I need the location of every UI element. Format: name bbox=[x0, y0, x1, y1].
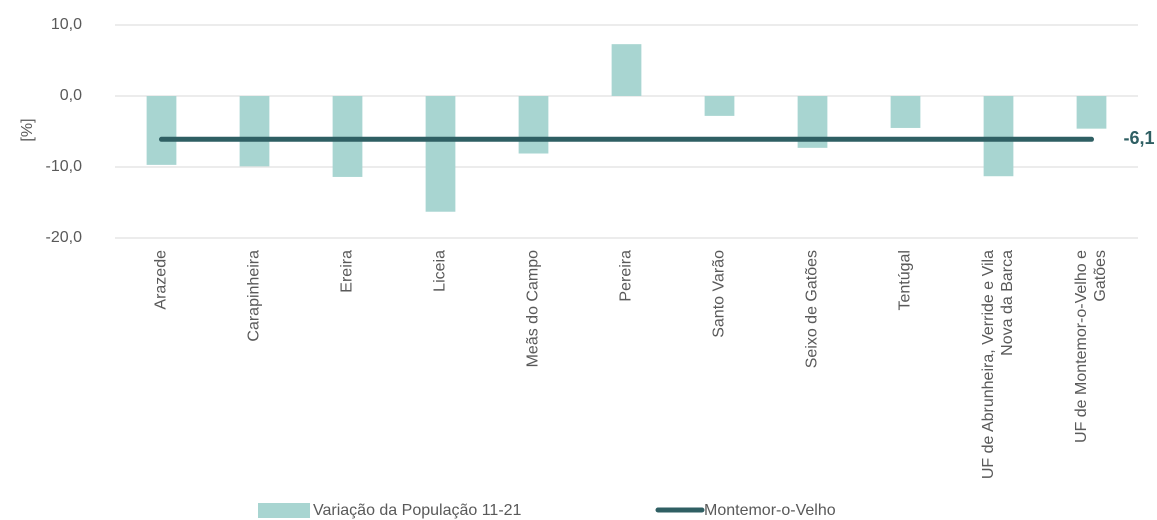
bar bbox=[332, 96, 363, 177]
y-tick-label: -10,0 bbox=[46, 158, 83, 175]
y-tick-label: 0,0 bbox=[60, 87, 82, 104]
bar bbox=[704, 96, 735, 116]
x-tick-label: Seixo de Gatões bbox=[804, 250, 821, 368]
y-tick-label: 10,0 bbox=[51, 16, 82, 33]
x-tick-label: Liceia bbox=[432, 250, 449, 292]
x-tick-label: UF de Abrunheira, Verride e Vila Nova da … bbox=[980, 250, 1016, 479]
x-tick-label: Meãs do Campo bbox=[525, 250, 542, 367]
data-label: -6,1 bbox=[1124, 128, 1155, 148]
bar bbox=[890, 96, 921, 128]
x-tick-label: Arazede bbox=[153, 250, 170, 310]
bar bbox=[983, 96, 1014, 177]
x-tick-label: Carapinheira bbox=[246, 250, 263, 342]
x-tick-label: Tentúgal bbox=[897, 250, 914, 311]
y-axis-label: [%] bbox=[19, 118, 36, 141]
x-tick-label: UF de Montemor-o-Velho e Gatões bbox=[1073, 250, 1109, 443]
bar bbox=[146, 96, 177, 165]
y-tick-label: -20,0 bbox=[46, 229, 83, 246]
bar bbox=[518, 96, 549, 154]
x-tick-label: Santo Varão bbox=[711, 250, 728, 338]
x-tick-label: Ereira bbox=[339, 250, 356, 293]
legend-label: Variação da População 11-21 bbox=[313, 502, 522, 519]
bar bbox=[611, 44, 642, 96]
legend-label: Montemor-o-Velho bbox=[704, 502, 836, 519]
bar bbox=[239, 96, 270, 167]
bar bbox=[1076, 96, 1107, 129]
bar bbox=[425, 96, 456, 212]
x-tick-label: Pereira bbox=[618, 250, 635, 302]
legend-swatch bbox=[258, 503, 310, 518]
